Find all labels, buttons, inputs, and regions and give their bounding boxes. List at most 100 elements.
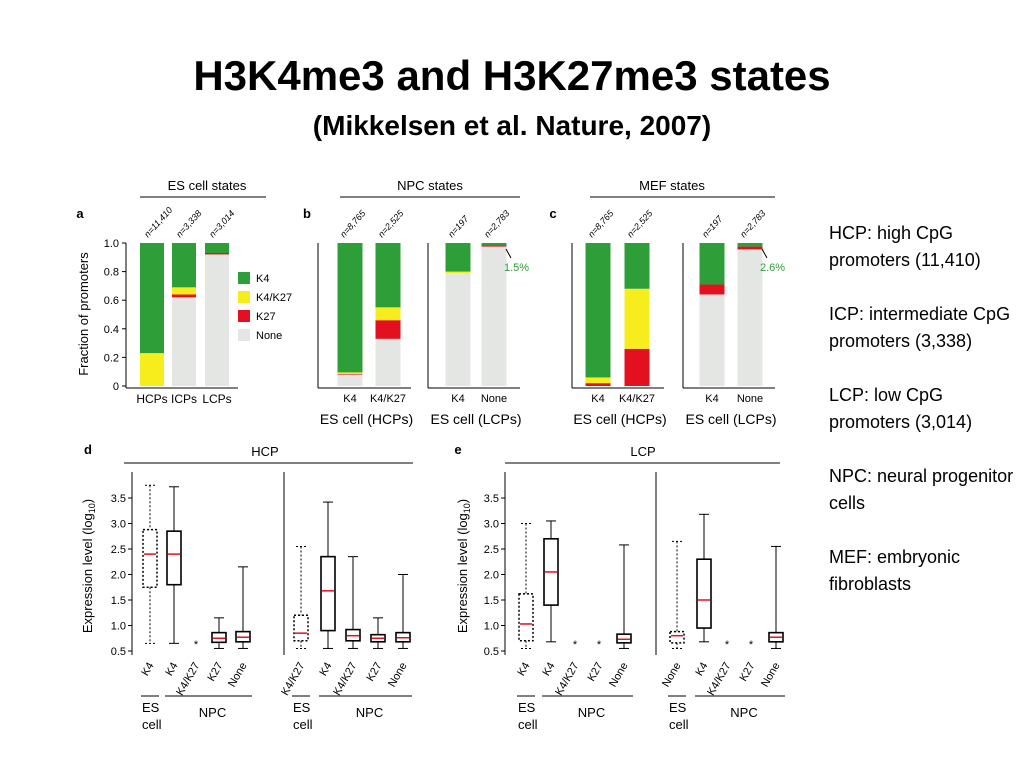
panel-d-sub0-box-k27-iqr bbox=[211, 631, 227, 644]
panel-b-n-label: n=197 bbox=[446, 213, 471, 239]
panel-e-sub1-box-k27-no-data-marker: * bbox=[749, 639, 754, 651]
note-npc: NPC: neural progenitor cells bbox=[829, 466, 1014, 513]
panel-c-sub1-bar-k4-segment-k27 bbox=[699, 284, 725, 295]
panel-d-x-label: None bbox=[226, 661, 250, 690]
panel-b-sub-xlabel: ES cell (LCPs) bbox=[430, 411, 521, 427]
panel-e-y-tick-label: 3.0 bbox=[484, 519, 499, 531]
panel-b-sub0-bar-k4-segment-none bbox=[337, 374, 363, 386]
panel-d-y-tick-label: 3.0 bbox=[111, 519, 126, 531]
panel-e-x-label: K4 bbox=[693, 661, 710, 679]
panel-e-x-label: K4 bbox=[515, 661, 532, 679]
panel-a-bar-lcps-segment-none bbox=[205, 254, 229, 386]
slide-subtitle: (Mikkelsen et al. Nature, 2007) bbox=[312, 110, 712, 141]
panel-c-sub-xlabel: ES cell (HCPs) bbox=[573, 411, 666, 427]
panel-b-sub1-bar-none-segment-k4 bbox=[481, 243, 507, 246]
panel-c-sub0-bar-k4-k27-segment-k4 bbox=[624, 243, 650, 289]
panel-b-annotation: 1.5% bbox=[504, 262, 529, 274]
panel-e-y-tick-label: 0.5 bbox=[484, 646, 499, 658]
panel-d-sub0-box-k4-iqr bbox=[166, 530, 182, 586]
panel-b-sub0-bar-k4-k27-segment-k27 bbox=[375, 320, 401, 339]
panel-b-sub-xlabel: ES cell (HCPs) bbox=[320, 411, 413, 427]
panel-b-sub0-bar-k4-segment-k4 bbox=[337, 243, 363, 373]
panel-e-x-label: K4 bbox=[540, 661, 557, 679]
panel-e-y-tick-label: 1.0 bbox=[484, 621, 499, 633]
panel-c-sub1-bar-none-segment-k27 bbox=[737, 246, 763, 250]
panel-c-sub1-bar-none-segment-k4 bbox=[737, 243, 763, 247]
panel-e-x-label: None bbox=[759, 661, 783, 690]
panel-a-y-tick-label: 0.6 bbox=[104, 295, 119, 307]
panel-b-x-label: K4/K27 bbox=[370, 393, 406, 405]
panel-e-group-label-es: ES bbox=[518, 700, 536, 715]
legend-label-none: None bbox=[256, 330, 282, 342]
panel-b-sub1-bar-k4-segment-k4-k27 bbox=[445, 271, 471, 274]
panel-d-group-label-es: ES bbox=[142, 700, 160, 715]
panel-e-y-tick-label: 2.0 bbox=[484, 570, 499, 582]
panel-b-group-title: NPC states bbox=[397, 178, 463, 193]
panel-a-y-tick-label: 0 bbox=[113, 381, 119, 393]
panel-a-bar-icps-segment-k4 bbox=[172, 243, 196, 288]
panel-a-y-tick-label: 1.0 bbox=[104, 238, 119, 250]
panel-a-group-title: ES cell states bbox=[168, 178, 247, 193]
panel-e-sub0-box-k27-no-data-marker: * bbox=[597, 639, 602, 651]
panel-a-x-label: ICPs bbox=[171, 392, 197, 406]
panel-a-bar-icps-segment-none bbox=[172, 297, 196, 386]
panel-d-sub1-box-k4-k27-iqr bbox=[293, 614, 309, 642]
panel-c-n-label: n=8,765 bbox=[586, 208, 616, 240]
panel-e-letter: e bbox=[454, 442, 461, 457]
panel-e-x-label: K27 bbox=[585, 661, 605, 684]
panel-d-sub0-box-k4-k27-no-data-marker: * bbox=[194, 639, 199, 651]
panel-a-x-label: HCPs bbox=[136, 392, 167, 406]
panel-d-group-label-es-cell: cell bbox=[293, 717, 313, 732]
panel-b-x-label: K4 bbox=[451, 393, 464, 405]
figure-panels: ES cell states a Fraction of promoters 0 0.2… bbox=[76, 178, 785, 732]
panel-c-sub0-bar-k4-k27-segment-k4-k27 bbox=[624, 288, 650, 349]
panel-b-sub0-bar-k4-k27-segment-k4 bbox=[375, 243, 401, 308]
panel-c-n-label: n=197 bbox=[700, 213, 725, 239]
panel-d-sub1-box-none-iqr bbox=[395, 631, 411, 643]
panel-d-y-tick-label: 1.5 bbox=[111, 595, 126, 607]
panel-d-x-label: K4 bbox=[139, 661, 156, 679]
slide-title: H3K4me3 and H3K27me3 states bbox=[193, 52, 831, 99]
panel-c-sub0-bar-k4-segment-k4-k27 bbox=[585, 377, 611, 384]
panel-c-annotation: 2.6% bbox=[760, 262, 785, 274]
panel-e-y-tick-label: 2.5 bbox=[484, 544, 499, 556]
panel-c-x-label: K4 bbox=[705, 393, 718, 405]
panel-a-bar-lcps-segment-k27 bbox=[205, 253, 229, 255]
panel-e-y-tick-label: 1.5 bbox=[484, 595, 499, 607]
panel-e-group-label-es: ES bbox=[669, 700, 687, 715]
panel-d-group-title: HCP bbox=[251, 444, 278, 459]
panel-d-letter: d bbox=[84, 442, 92, 457]
panel-c-group-title: MEF states bbox=[639, 178, 705, 193]
panel-e-sub1-box-k4-k27-no-data-marker: * bbox=[725, 639, 730, 651]
legend-label-k4-k27: K4/K27 bbox=[256, 292, 292, 304]
panel-e-sub0-box-k4-iqr bbox=[543, 537, 559, 606]
panel-a-n-label: n=3,338 bbox=[174, 208, 203, 239]
panel-d-group-label-es-cell: cell bbox=[142, 717, 162, 732]
panel-e-sub1-box-none-iqr bbox=[768, 631, 784, 643]
panel-c-annotation-pointer bbox=[761, 248, 768, 259]
notes-panel: HCP: high CpG promoters (11,410) ICP: in… bbox=[829, 220, 1019, 625]
panel-c-letter: c bbox=[549, 206, 556, 221]
panel-b-annotation-pointer bbox=[505, 248, 512, 259]
panel-b-n-label: n=2,783 bbox=[482, 208, 511, 239]
panel-c-sub1-bar-none-segment-none bbox=[737, 249, 763, 386]
panel-b-sub1-bar-k4-segment-k4 bbox=[445, 243, 471, 272]
panel-b-sub1-bar-none-segment-k27 bbox=[481, 245, 507, 247]
panel-e-y-tick-label: 3.5 bbox=[484, 493, 499, 505]
panel-d-sub1-box-k4-k27-iqr bbox=[345, 628, 361, 642]
panel-d-x-label: None bbox=[386, 661, 410, 690]
legend-swatch-k4 bbox=[238, 272, 250, 284]
panel-e-group-label-npc: NPC bbox=[730, 705, 757, 720]
panel-d-y-tick-label: 2.0 bbox=[111, 570, 126, 582]
panel-b-letter: b bbox=[303, 206, 311, 221]
panel-e-sub0-box-k4-iqr bbox=[518, 593, 534, 642]
panel-c-sub0-bar-k4-segment-k4 bbox=[585, 243, 611, 378]
panel-d-y-tick-label: 2.5 bbox=[111, 544, 126, 556]
panel-e-sub0-box-none-iqr bbox=[616, 633, 632, 644]
panel-c-sub0-bar-k4-segment-k27 bbox=[585, 383, 611, 386]
panel-d-sub0-box-none-iqr bbox=[235, 630, 251, 643]
panel-a-bar-icps-segment-k27 bbox=[172, 294, 196, 298]
panel-d-group-label-npc: NPC bbox=[199, 705, 226, 720]
note-hcp: HCP: high CpG promoters (11,410) bbox=[829, 223, 981, 270]
panel-b-n-label: n=8,765 bbox=[338, 208, 368, 240]
